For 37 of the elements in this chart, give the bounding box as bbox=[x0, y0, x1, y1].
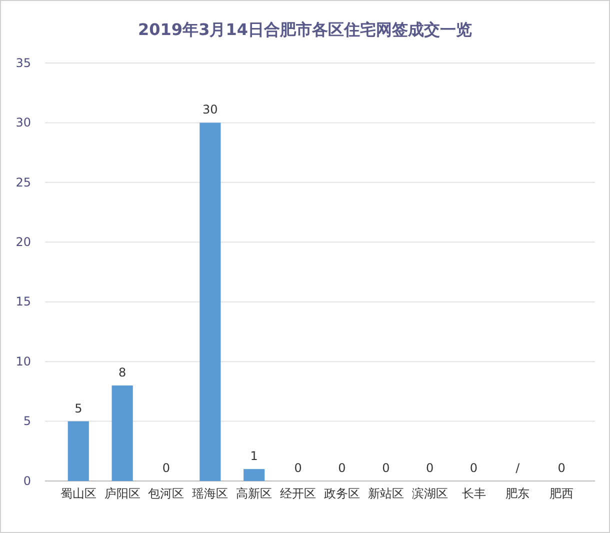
y-tick-label: 35 bbox=[16, 56, 31, 70]
y-tick-label: 25 bbox=[16, 175, 31, 190]
x-tick-label: 肥西 bbox=[550, 486, 574, 501]
bar bbox=[200, 122, 221, 481]
y-tick-label: 15 bbox=[16, 294, 31, 309]
y-tick-label: 0 bbox=[23, 474, 31, 488]
y-tick-label: 30 bbox=[16, 116, 31, 130]
x-tick-label: 高新区 bbox=[236, 486, 272, 501]
data-label: 0 bbox=[162, 461, 170, 475]
data-label: 0 bbox=[338, 461, 346, 475]
x-tick-label: 瑶海区 bbox=[192, 486, 228, 501]
data-label: 0 bbox=[294, 461, 302, 475]
bar bbox=[244, 469, 265, 481]
x-tick-label: 滨湖区 bbox=[412, 486, 448, 501]
x-tick-label: 长丰 bbox=[462, 486, 486, 501]
data-label: 0 bbox=[558, 461, 566, 475]
x-tick-label: 包河区 bbox=[148, 486, 184, 501]
y-tick-label: 20 bbox=[16, 234, 31, 249]
x-tick-label: 蜀山区 bbox=[60, 486, 96, 501]
data-label: 0 bbox=[470, 461, 478, 475]
x-tick-label: 政务区 bbox=[324, 486, 360, 501]
data-label: 0 bbox=[426, 461, 434, 475]
data-label: 30 bbox=[202, 102, 218, 117]
data-label: 8 bbox=[118, 365, 126, 380]
bar bbox=[68, 421, 89, 481]
data-label: 1 bbox=[250, 449, 258, 464]
data-label: 0 bbox=[382, 461, 390, 475]
text: / bbox=[516, 461, 520, 475]
data-label: 5 bbox=[74, 401, 82, 416]
x-tick-label: 肥东 bbox=[506, 486, 530, 501]
x-tick-label: 经开区 bbox=[280, 486, 316, 501]
bar bbox=[112, 385, 133, 481]
y-tick-label: 10 bbox=[16, 354, 31, 368]
chart-title: 2019年3月14日合肥市各区住宅网签成交一览 bbox=[138, 20, 472, 39]
x-tick-label: 新站区 bbox=[368, 486, 404, 501]
x-tick-label: 庐阳区 bbox=[104, 486, 140, 501]
y-tick-label: 5 bbox=[23, 414, 31, 428]
